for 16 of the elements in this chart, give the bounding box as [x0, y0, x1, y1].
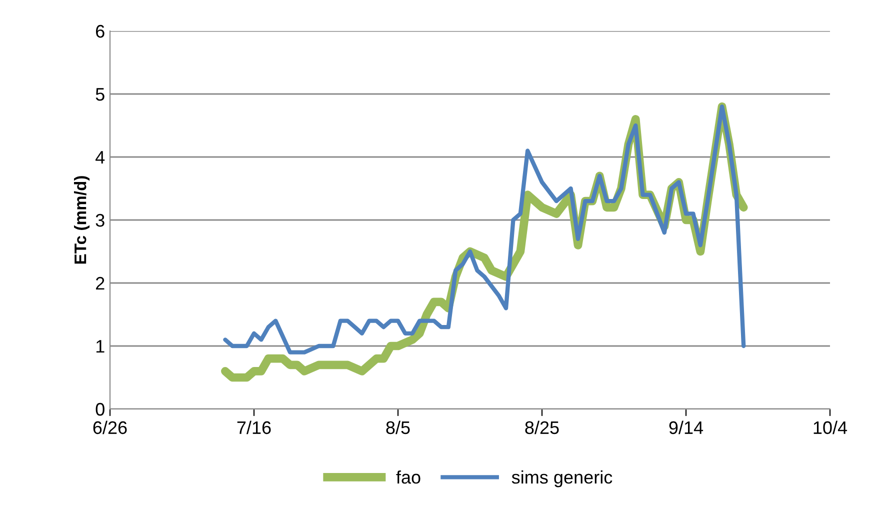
y-tick-label: 5 [96, 88, 104, 101]
x-tick-label: 7/16 [237, 420, 271, 434]
legend-label: fao [396, 470, 420, 484]
y-tick-label: 2 [96, 276, 104, 290]
x-tick-label: 8/5 [386, 420, 410, 434]
x-tick-label: 6/26 [93, 420, 127, 434]
y-tick-label: 4 [96, 151, 105, 164]
x-tick-label: 8/25 [525, 420, 559, 434]
y-tick-label: 6 [96, 24, 104, 38]
y-axis-title: ETc (mm/d) [74, 176, 90, 264]
legend-label: sims generic [512, 470, 612, 488]
x-tick-label: 9/14 [669, 420, 704, 434]
y-tick-label: 1 [96, 340, 104, 353]
x-tick-label: 10/4 [814, 420, 848, 434]
y-tick-label: 0 [96, 402, 104, 416]
y-tick-label: 3 [96, 214, 104, 227]
